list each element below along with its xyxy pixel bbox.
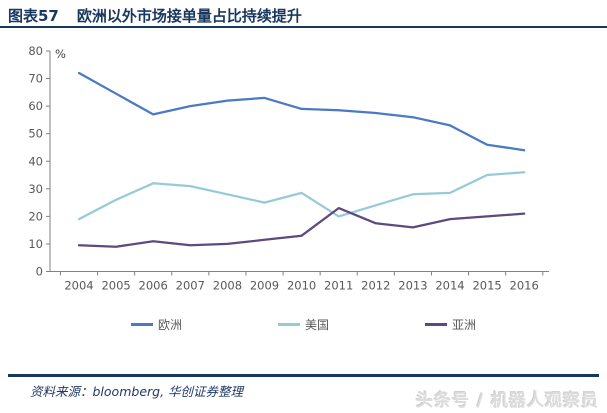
- legend-label-europe: 欧洲: [157, 318, 182, 332]
- legend-label-asia: 亚洲: [452, 318, 477, 332]
- x-axis-tick-label: 2009: [250, 279, 279, 293]
- y-axis-tick-label: 70: [28, 72, 43, 86]
- y-axis-tick-label: 30: [28, 182, 43, 196]
- x-axis-tick-label: 2005: [101, 279, 130, 293]
- footer-rule: [8, 374, 599, 377]
- y-axis-tick-label: 40: [28, 154, 43, 168]
- legend-item-us: 美国: [277, 316, 329, 333]
- chart-title: 欧洲以外市场接单量占比持续提升: [76, 7, 302, 25]
- chart-header: 图表57 欧洲以外市场接单量占比持续提升: [8, 5, 302, 26]
- us-line-swatch: [277, 323, 300, 326]
- y-axis-tick-label: 60: [28, 99, 43, 113]
- data-source-note: 资料来源：bloomberg, 华创证券整理: [30, 384, 244, 399]
- x-axis-tick-label: 2015: [472, 279, 501, 293]
- y-axis-tick-label: 10: [28, 237, 43, 251]
- line-chart: 0 10 20 30 40 50 60 70 80 % 2004 2005 2006 2007 2008 20…: [28, 44, 549, 293]
- title-underline: [0, 26, 607, 28]
- asia-line: [77, 206, 526, 248]
- europe-line-swatch: [130, 323, 153, 326]
- chart-legend: 欧洲 美国 亚洲: [0, 316, 607, 333]
- x-axis-tick-label: 2013: [398, 279, 427, 293]
- y-axis-tick-label: 50: [28, 127, 43, 141]
- x-axis-tick-label: 2011: [324, 279, 353, 293]
- figure-number-label: 图表57: [8, 7, 59, 25]
- x-axis-tick-label: 2004: [64, 279, 93, 293]
- x-axis-tick-label: 2007: [176, 279, 205, 293]
- x-axis-tick-label: 2010: [287, 279, 316, 293]
- x-axis-tick-label: 2016: [510, 279, 539, 293]
- legend-label-us: 美国: [304, 318, 329, 332]
- y-axis-tick-label: 0: [36, 265, 43, 279]
- europe-line: [77, 71, 526, 152]
- y-axis-tick-label: 20: [28, 209, 43, 223]
- x-axis-tick-label: 2014: [435, 279, 464, 293]
- x-axis-tick-label: 2006: [139, 279, 168, 293]
- y-axis-tick-label: 80: [28, 44, 43, 58]
- legend-item-asia: 亚洲: [425, 316, 476, 333]
- asia-line-swatch: [425, 323, 447, 326]
- x-axis-tick-label: 2008: [213, 279, 242, 293]
- y-axis-unit-label: %: [55, 47, 66, 61]
- legend-item-europe: 欧洲: [130, 316, 182, 333]
- x-axis-tick-label: 2012: [361, 279, 390, 293]
- watermark-text: 头条号 / 机器人观察员: [415, 391, 599, 411]
- us-line: [77, 171, 526, 221]
